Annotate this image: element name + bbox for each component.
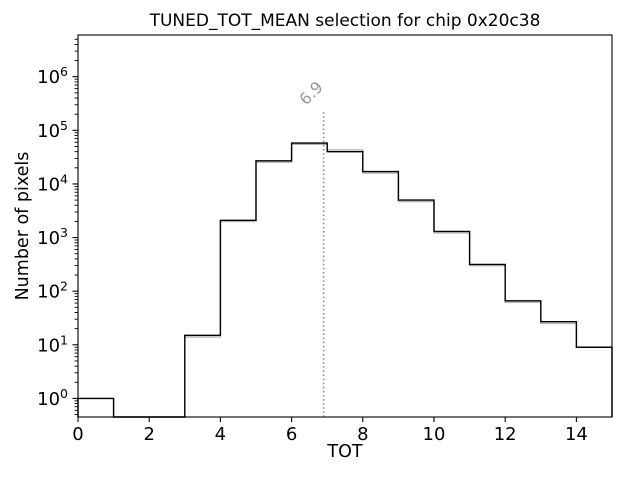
y-tick-label: 101 — [37, 332, 68, 356]
threshold-label: 6.9 — [295, 77, 326, 108]
y-tick-label: 106 — [37, 64, 68, 88]
x-axis-label: TOT — [327, 442, 363, 462]
y-tick-label: 103 — [37, 225, 68, 249]
series-selected-pixels — [77, 142, 613, 418]
y-tick-label: 104 — [37, 171, 68, 195]
y-tick-label: 102 — [37, 279, 68, 303]
axes-spines — [77, 34, 613, 418]
x-tick-label: 6 — [286, 424, 297, 445]
y-tick-label: 105 — [37, 118, 68, 142]
x-tick-label: 4 — [215, 424, 226, 445]
series-all-pixels — [77, 143, 613, 418]
x-tick-label: 10 — [423, 424, 446, 445]
x-tick-label: 0 — [72, 424, 83, 445]
y-tick-label: 100 — [37, 386, 68, 410]
x-tick-label: 8 — [357, 424, 368, 445]
x-tick-label: 12 — [494, 424, 517, 445]
x-tick-label: 14 — [565, 424, 588, 445]
chart-title: TUNED_TOT_MEAN selection for chip 0x20c3… — [149, 11, 541, 31]
x-tick-label: 2 — [143, 424, 154, 445]
